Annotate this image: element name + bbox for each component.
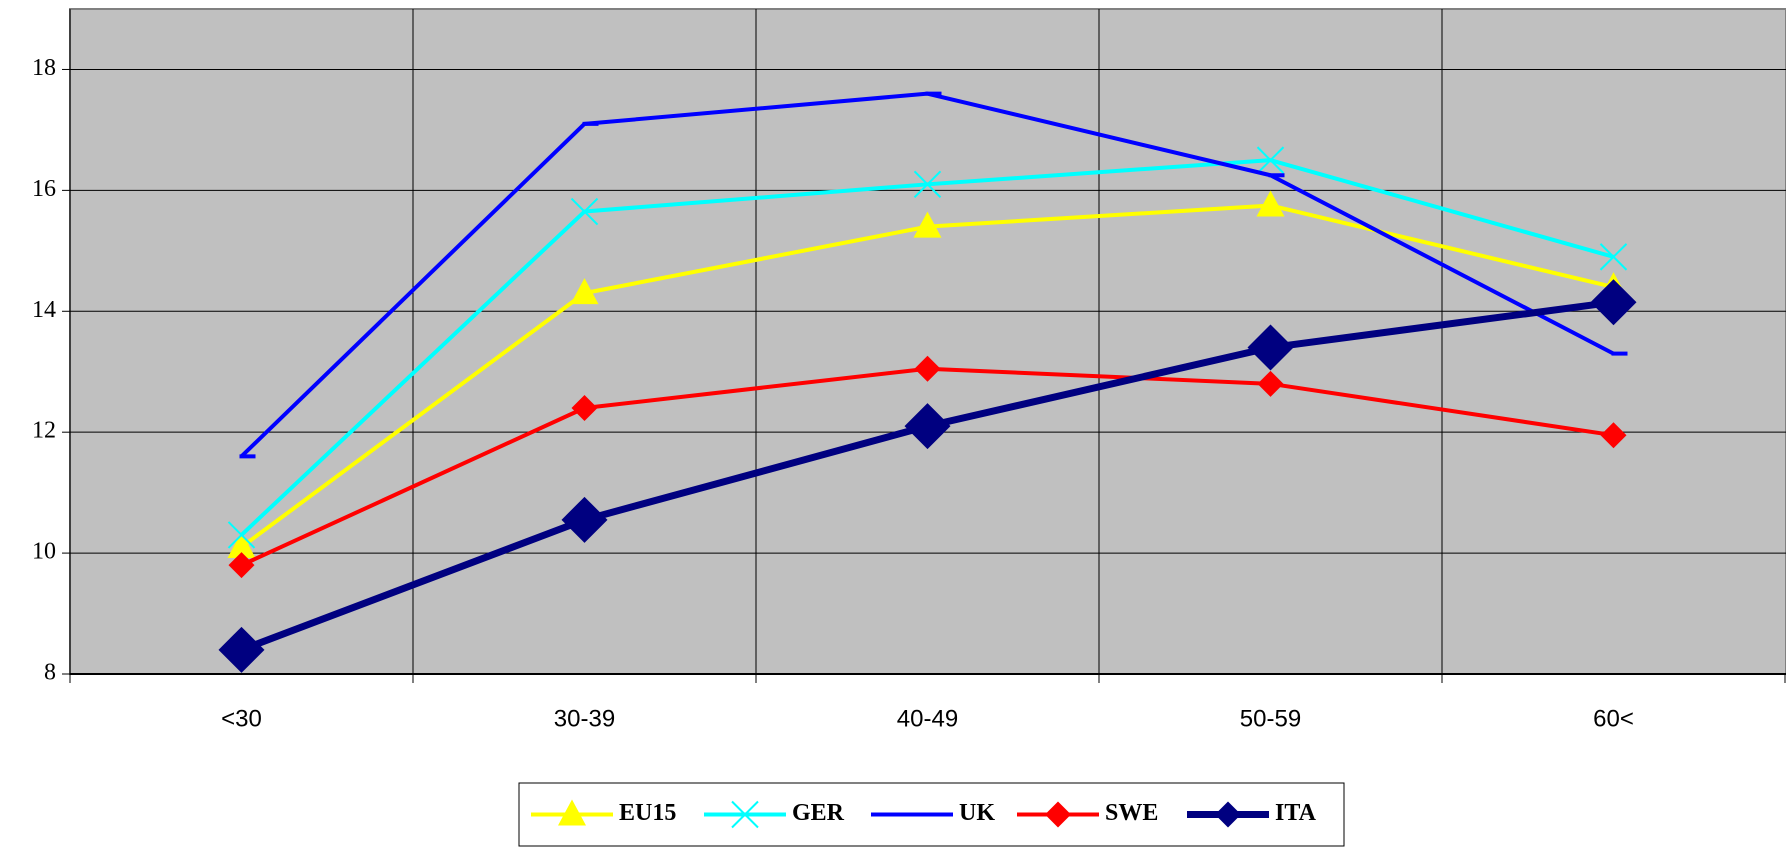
y-tick-label: 12 — [32, 418, 56, 444]
marker — [561, 496, 608, 543]
marker — [1599, 243, 1628, 271]
marker — [571, 395, 598, 421]
y-tick-label: 10 — [32, 539, 56, 565]
marker — [570, 278, 599, 305]
marker — [227, 521, 256, 549]
marker — [1600, 422, 1627, 449]
marker — [1256, 190, 1285, 217]
marker — [904, 403, 951, 450]
marker — [570, 197, 599, 226]
y-tick-label: 8 — [44, 660, 56, 686]
marker — [558, 799, 586, 826]
marker — [731, 800, 759, 829]
marker — [1247, 324, 1294, 371]
marker — [1215, 801, 1241, 828]
x-tick-label: 30-39 — [554, 705, 615, 732]
legend-label: SWE — [1105, 800, 1158, 826]
y-tick-label: 16 — [32, 176, 56, 202]
y-tick-label: 14 — [32, 297, 56, 323]
marker — [228, 552, 255, 579]
marker — [218, 626, 265, 673]
marker — [914, 355, 941, 382]
marker — [1257, 370, 1284, 397]
legend-label: EU15 — [619, 800, 676, 826]
plot-area — [69, 8, 1786, 675]
legend-label: UK — [959, 800, 995, 826]
legend-label: GER — [792, 800, 845, 826]
marker — [1590, 279, 1637, 326]
legend: EU15 GER UK SWE ITA — [518, 782, 1345, 847]
marker — [1256, 146, 1285, 174]
y-tick-label: 18 — [32, 55, 56, 81]
x-tick-label: 50-59 — [1240, 705, 1301, 732]
marker — [913, 211, 942, 238]
marker — [227, 532, 256, 559]
legend-label: ITA — [1275, 800, 1317, 826]
marker — [913, 170, 942, 199]
x-tick-label: 60< — [1593, 705, 1634, 732]
x-tick-label: 40-49 — [897, 705, 958, 732]
x-tick-label: <30 — [221, 705, 262, 732]
marker — [1045, 801, 1071, 828]
